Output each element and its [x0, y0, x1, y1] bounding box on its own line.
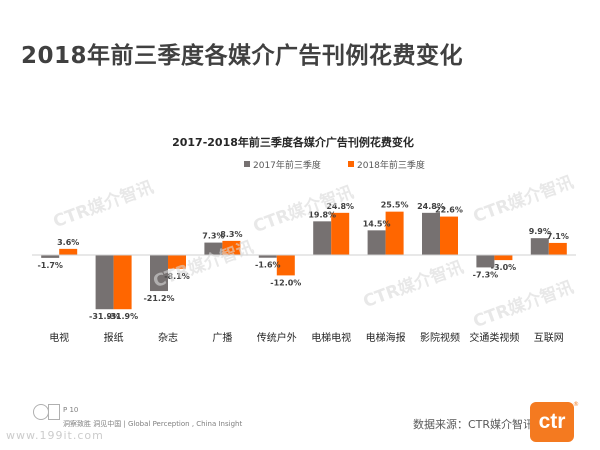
bar — [59, 248, 78, 255]
data-label: 9.9% — [529, 227, 551, 236]
page-number: P 10 — [63, 406, 79, 414]
data-label: -31.9% — [107, 312, 138, 321]
bar — [422, 212, 440, 255]
bar — [494, 255, 513, 261]
chart-legend: 2017年前三季度 2018年前三季度 — [244, 159, 425, 171]
bar — [204, 242, 223, 255]
legend-label: 2017年前三季度 — [253, 159, 321, 171]
data-label: -1.7% — [37, 261, 63, 270]
registered-mark: ® — [573, 401, 579, 408]
chart-background — [10, 130, 586, 350]
data-label: 24.8% — [417, 202, 445, 211]
data-label: -21.2% — [143, 294, 174, 303]
category-label: 电梯海报 — [366, 331, 406, 344]
footer-slogan: 洞察致胜 洞见中国 | Global Perception , China In… — [63, 420, 243, 428]
bar — [276, 255, 295, 276]
page-title: 2018年前三季度各媒介广告刊例花费变化 — [21, 43, 464, 69]
bar — [548, 242, 567, 255]
data-source: 数据来源：CTR媒介智讯 — [413, 418, 535, 431]
value-labels-group: -1.7% 3.6% -31.9%-31.9% -21.2% -8.1% 7.3%8.3%… — [37, 201, 568, 322]
data-label: 19.8% — [308, 210, 336, 219]
data-label: 7.3% — [202, 232, 224, 241]
bar — [168, 255, 186, 269]
bar — [258, 255, 277, 258]
category-label: 传统户外 — [257, 331, 297, 344]
category-labels-group: 电视 报纸 杂志 广播 传统户外 电梯电视 电梯海报 影院视频 交通类视频 互联网 — [49, 331, 564, 344]
data-label: 7.1% — [547, 232, 569, 241]
data-label: -3.0% — [491, 263, 517, 272]
data-label: 24.8% — [326, 202, 354, 211]
legend-label: 2018年前三季度 — [357, 159, 425, 171]
category-label: 广播 — [212, 331, 232, 344]
ctr-logo: ctr — [530, 402, 574, 442]
certificate-icon — [48, 404, 60, 420]
data-label: 22.6% — [435, 206, 463, 215]
data-label: 3.6% — [57, 238, 79, 247]
bars-group — [41, 211, 567, 310]
bar — [331, 212, 350, 255]
legend-swatch — [244, 161, 250, 167]
bar — [150, 255, 168, 292]
chart-panel: 2017-2018年前三季度各媒介广告刊例花费变化 2017年前三季度 2018年… — [10, 130, 586, 350]
category-label: 互联网 — [534, 332, 564, 344]
category-label: 报纸 — [104, 331, 124, 344]
category-label: 影院视频 — [420, 331, 460, 344]
bar — [367, 230, 386, 255]
bar — [95, 255, 114, 310]
category-label: 杂志 — [158, 331, 178, 344]
category-label: 电梯电视 — [311, 331, 351, 344]
data-label: -31.9% — [89, 312, 120, 321]
data-label: -1.6% — [255, 261, 281, 270]
data-label: 8.3% — [220, 230, 242, 239]
bar — [476, 255, 495, 268]
data-label: 25.5% — [381, 201, 409, 210]
bar — [385, 211, 404, 255]
category-label: 交通类视频 — [469, 331, 519, 344]
footer-url: www.199it.com — [6, 429, 104, 442]
bar-chart: 2017-2018年前三季度各媒介广告刊例花费变化 2017年前三季度 2018年… — [10, 130, 586, 350]
category-label: 电视 — [49, 331, 69, 344]
bar — [530, 238, 549, 255]
data-label: -12.0% — [270, 278, 301, 287]
bar — [440, 216, 458, 255]
bar — [41, 255, 60, 258]
data-label: -8.1% — [164, 272, 190, 281]
legend-swatch — [348, 161, 354, 167]
bar — [113, 255, 132, 310]
chart-title: 2017-2018年前三季度各媒介广告刊例花费变化 — [172, 135, 414, 149]
bar — [222, 240, 241, 255]
data-label: 14.5% — [363, 219, 391, 228]
data-label: -7.3% — [473, 270, 499, 279]
bar — [313, 221, 332, 255]
seal-icon — [33, 404, 49, 420]
